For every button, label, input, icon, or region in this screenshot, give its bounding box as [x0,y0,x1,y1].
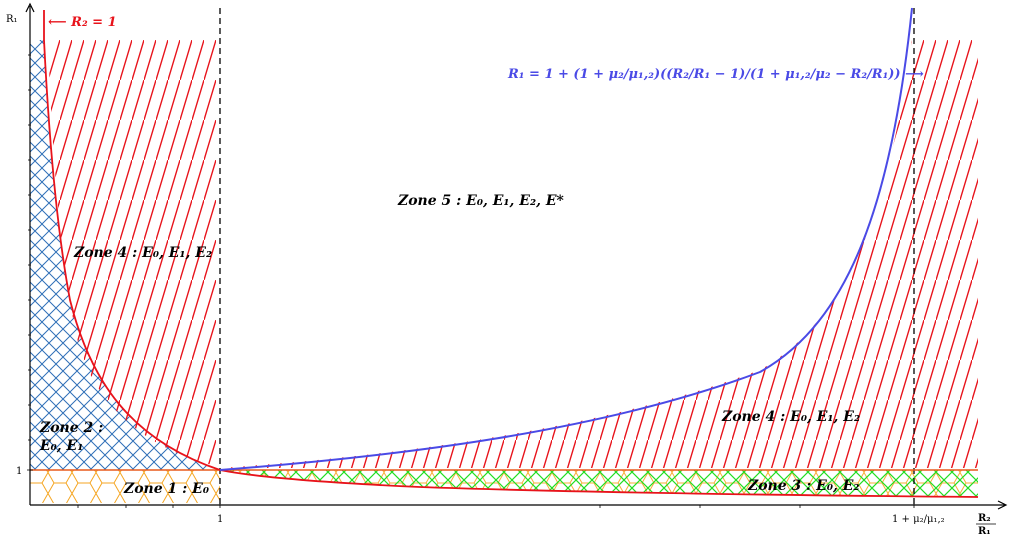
zone4-right-label: Zone 4 : E₀, E₁, E₂ [721,409,860,425]
x-axis-label-num: R₂ [978,513,991,524]
y-axis-arrow [25,2,35,13]
zone1-hatch [30,470,220,503]
x-axis-arrow [997,500,1008,510]
zone2-label-2: E₀, E₁ [39,438,83,454]
zone2-label-1: Zone 2 : [39,420,103,436]
x-tick-special: 1 + μ₂/μ₁,₂ [892,514,945,525]
zone4-left-label: Zone 4 : E₀, E₁, E₂ [73,245,212,261]
zone3-label: Zone 3 : E₀, E₂ [747,478,860,494]
r2-eq-1-curve [43,39,979,498]
blue-boundary-curve [219,7,913,471]
zone5-label: Zone 5 : E₀, E₁, E₂, E* [397,193,564,209]
y-axis-ticks [27,54,33,471]
y-axis-label: R₁ [6,14,18,25]
x-axis-label-den: R₁ [978,526,991,536]
zone4-right-hatch [222,40,978,468]
x-axis-ticks [77,502,915,508]
zone1-label: Zone 1 : E₀ [123,481,209,497]
boundary-curve-label: R₁ = 1 + (1 + μ₂/μ₁,₂)((R₂/R₁ − 1)/(1 + … [507,67,924,82]
zone3-green-hatch [220,470,978,497]
zone2-hatch [30,40,220,470]
y-tick-one: 1 [16,466,22,477]
x-tick-one: 1 [217,514,223,525]
r2-eq-1-label: ⟵ R₂ = 1 [48,15,117,30]
